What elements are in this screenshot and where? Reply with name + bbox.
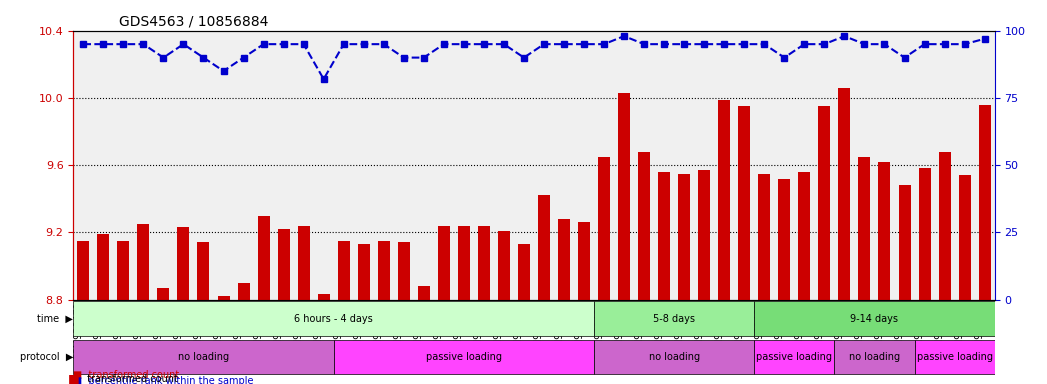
Bar bbox=[678, 174, 690, 300]
FancyBboxPatch shape bbox=[594, 301, 754, 336]
Bar bbox=[578, 222, 591, 300]
Bar bbox=[218, 296, 229, 300]
Text: passive loading: passive loading bbox=[426, 352, 502, 362]
Bar bbox=[277, 229, 290, 300]
Text: transformed count: transformed count bbox=[84, 374, 178, 384]
Text: ■  transformed count: ■ transformed count bbox=[73, 370, 179, 380]
Text: time  ▶: time ▶ bbox=[38, 314, 73, 324]
FancyBboxPatch shape bbox=[754, 301, 995, 336]
Bar bbox=[137, 224, 150, 300]
Bar bbox=[458, 226, 470, 300]
Bar bbox=[498, 231, 510, 300]
Text: 9-14 days: 9-14 days bbox=[850, 314, 898, 324]
Bar bbox=[77, 241, 89, 300]
Bar bbox=[378, 241, 389, 300]
Bar bbox=[297, 226, 310, 300]
FancyBboxPatch shape bbox=[73, 340, 334, 374]
Bar bbox=[258, 215, 269, 300]
Bar bbox=[718, 99, 730, 300]
Bar bbox=[618, 93, 630, 300]
Bar bbox=[638, 152, 650, 300]
Text: 6 hours - 4 days: 6 hours - 4 days bbox=[294, 314, 373, 324]
Bar bbox=[959, 175, 971, 300]
Text: GDS4563 / 10856884: GDS4563 / 10856884 bbox=[119, 14, 269, 28]
Bar bbox=[177, 227, 190, 300]
Bar bbox=[819, 106, 830, 300]
Bar bbox=[477, 226, 490, 300]
Text: protocol  ▶: protocol ▶ bbox=[20, 352, 73, 362]
Bar bbox=[938, 152, 951, 300]
Bar bbox=[418, 286, 430, 300]
Text: no loading: no loading bbox=[648, 352, 699, 362]
Text: ■  percentile rank within the sample: ■ percentile rank within the sample bbox=[73, 376, 253, 384]
Bar bbox=[438, 226, 450, 300]
Bar bbox=[698, 170, 710, 300]
Bar bbox=[778, 179, 790, 300]
Bar bbox=[198, 242, 209, 300]
Bar bbox=[238, 283, 249, 300]
Bar bbox=[358, 244, 370, 300]
Text: ■: ■ bbox=[68, 372, 80, 384]
Bar bbox=[97, 234, 109, 300]
Text: 5-8 days: 5-8 days bbox=[653, 314, 695, 324]
Bar bbox=[799, 172, 810, 300]
Bar bbox=[518, 244, 530, 300]
FancyBboxPatch shape bbox=[594, 340, 754, 374]
Bar bbox=[859, 157, 870, 300]
Bar bbox=[157, 288, 170, 300]
Text: passive loading: passive loading bbox=[916, 352, 993, 362]
Bar bbox=[839, 88, 850, 300]
Bar bbox=[918, 169, 931, 300]
Bar bbox=[317, 295, 330, 300]
Text: no loading: no loading bbox=[849, 352, 900, 362]
Bar bbox=[538, 195, 550, 300]
Bar bbox=[758, 174, 771, 300]
Bar bbox=[878, 162, 891, 300]
FancyBboxPatch shape bbox=[334, 340, 594, 374]
Bar bbox=[558, 219, 570, 300]
FancyBboxPatch shape bbox=[834, 340, 914, 374]
Bar bbox=[979, 105, 990, 300]
Bar bbox=[659, 172, 670, 300]
FancyBboxPatch shape bbox=[73, 301, 594, 336]
Bar bbox=[398, 242, 409, 300]
Text: passive loading: passive loading bbox=[756, 352, 832, 362]
Bar bbox=[598, 157, 610, 300]
FancyBboxPatch shape bbox=[754, 340, 834, 374]
Bar bbox=[338, 241, 350, 300]
Text: no loading: no loading bbox=[178, 352, 229, 362]
Bar bbox=[898, 185, 911, 300]
FancyBboxPatch shape bbox=[914, 340, 995, 374]
Bar bbox=[117, 241, 130, 300]
Bar bbox=[738, 106, 751, 300]
Text: ■: ■ bbox=[68, 382, 80, 384]
